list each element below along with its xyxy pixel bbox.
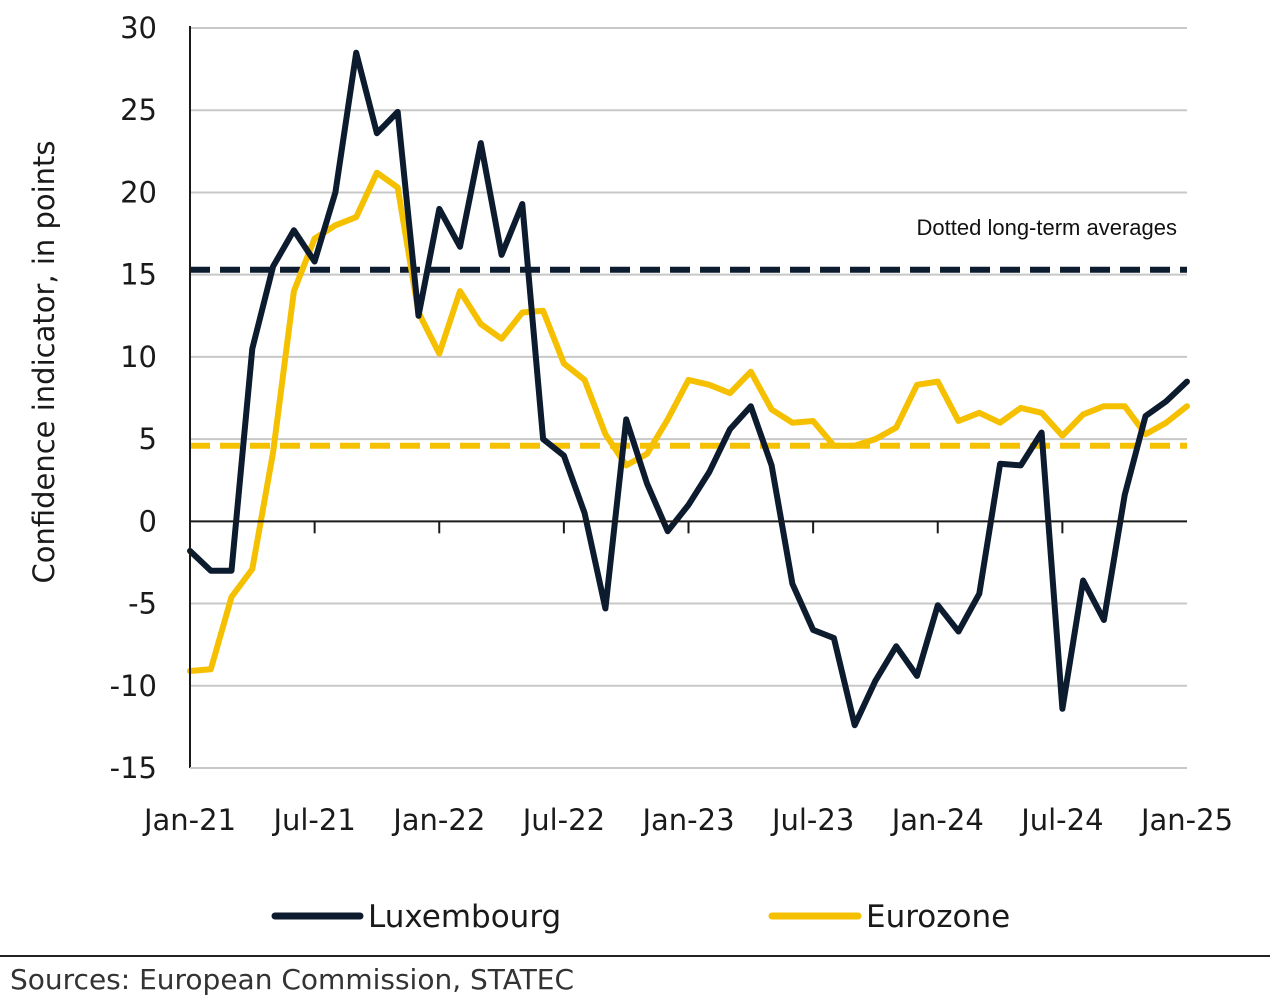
x-tick-label: Jan-24 (890, 803, 984, 837)
source-divider (0, 955, 1270, 957)
x-tick-label: Jul-21 (271, 803, 355, 837)
gridlines (190, 27, 1187, 769)
source-note: Sources: European Commission, STATEC (10, 963, 575, 996)
legend-label-eurozone: Eurozone (866, 899, 1010, 935)
y-tick-label: -15 (110, 751, 157, 785)
series-lines (187, 49, 1190, 729)
y-tick-label: -10 (110, 669, 157, 703)
y-tick-label: 5 (139, 422, 157, 456)
x-tick-label: Jan-22 (391, 803, 485, 837)
axes (189, 26, 1187, 769)
y-tick-label: 15 (120, 258, 157, 292)
x-tick-label: Jul-23 (770, 803, 854, 837)
legend: Luxembourg Eurozone (271, 899, 1010, 935)
y-tick-label: 0 (139, 504, 157, 538)
y-axis-title: Confidence indicator, in points (27, 140, 61, 583)
x-tick-label: Jan-23 (640, 803, 734, 837)
y-tick-label: 25 (120, 93, 157, 127)
x-tick-label: Jul-24 (1019, 803, 1103, 837)
long-term-averages-note: Dotted long-term averages (917, 215, 1177, 240)
x-tick-label: Jul-22 (521, 803, 605, 837)
x-tick-label: Jan-25 (1139, 803, 1233, 837)
x-tick-labels: Jan-21 Jul-21 Jan-22 Jul-22 Jan-23 Jul-23 Jan-… (142, 803, 1233, 837)
y-tick-label: 10 (120, 340, 157, 374)
x-tick-label: Jan-21 (142, 803, 236, 837)
y-tick-label: 30 (120, 11, 157, 45)
series-line-eurozone (187, 169, 1190, 674)
y-tick-label: 20 (120, 175, 157, 209)
legend-label-luxembourg: Luxembourg (368, 899, 561, 935)
series-line-luxembourg (187, 49, 1190, 729)
y-tick-labels: 30 25 20 15 10 5 0 -5 -10 -15 (110, 11, 157, 785)
long-term-average-lines (190, 266, 1187, 449)
y-tick-label: -5 (128, 587, 157, 621)
